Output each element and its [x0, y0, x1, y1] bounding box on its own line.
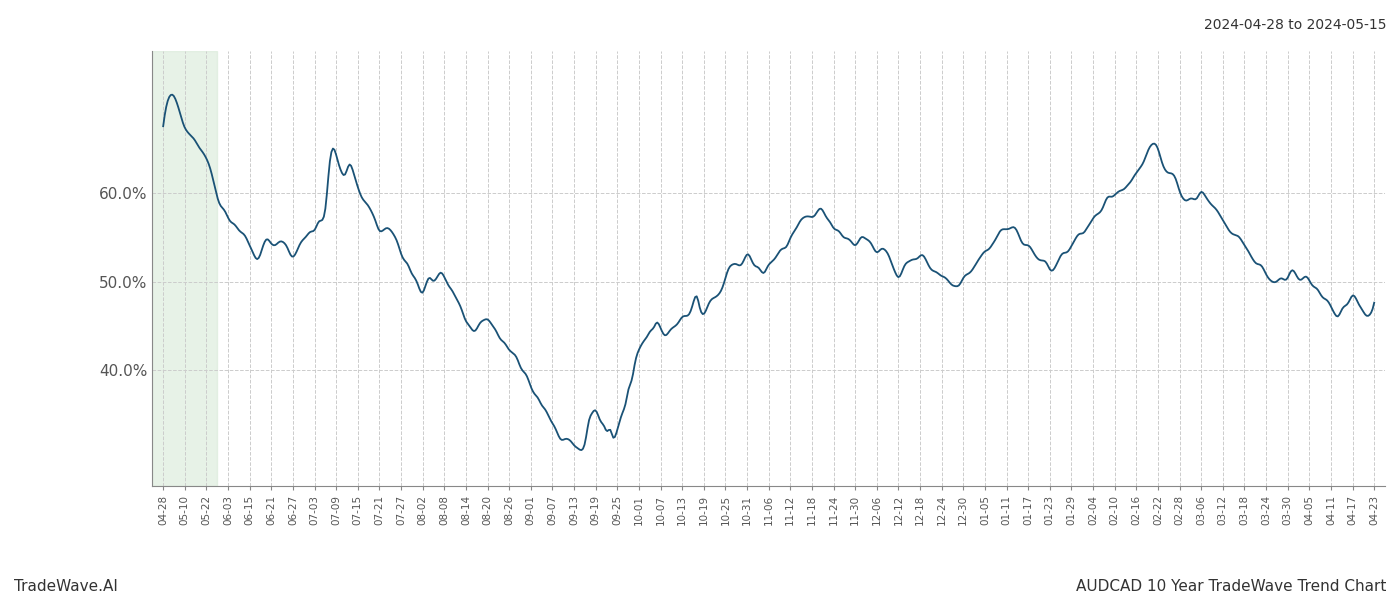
Text: 2024-04-28 to 2024-05-15: 2024-04-28 to 2024-05-15 [1204, 18, 1386, 32]
Text: AUDCAD 10 Year TradeWave Trend Chart: AUDCAD 10 Year TradeWave Trend Chart [1075, 579, 1386, 594]
Text: TradeWave.AI: TradeWave.AI [14, 579, 118, 594]
Bar [153, 51, 217, 486]
